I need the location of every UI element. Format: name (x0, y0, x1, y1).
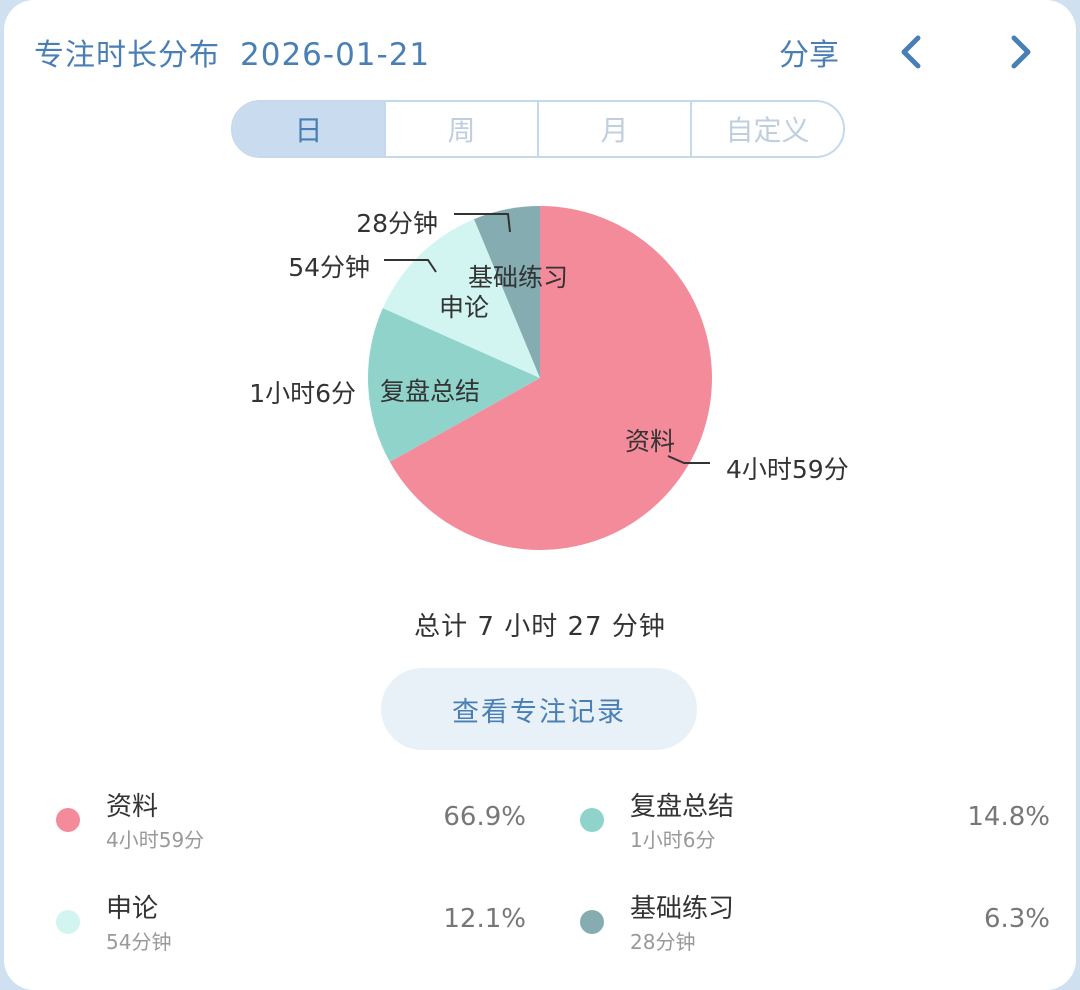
period-tabs: 日 周 月 自定义 (231, 100, 845, 158)
title-text: 专注时长分布 (34, 38, 220, 73)
slice-category-label: 资料 (625, 427, 675, 456)
prev-day-button[interactable] (894, 32, 930, 72)
slice-value-label: 28分钟 (356, 209, 438, 238)
legend-item-jichu: 基础练习 28分钟 6.3% (580, 888, 1050, 954)
pie-slice (389, 206, 712, 550)
next-day-button[interactable] (1002, 32, 1038, 72)
page-title: 专注时长分布 2026-01-21 (34, 30, 430, 74)
slice-leader-line (454, 213, 511, 233)
legend-color-dot (56, 910, 80, 934)
pie-slice (368, 308, 540, 462)
chevron-left-icon (901, 35, 921, 69)
legend-label: 复盘总结 (630, 792, 735, 822)
legend-item-ziliao: 资料 4小时59分 66.9% (56, 786, 526, 852)
total-duration: 总计 7 小时 27 分钟 (414, 612, 666, 642)
legend-item-fupan: 复盘总结 1小时6分 14.8% (580, 786, 1050, 852)
share-button[interactable]: 分享 (779, 38, 839, 73)
chevron-right-icon (1011, 35, 1031, 69)
legend-label: 基础练习 (630, 894, 735, 924)
pie-slice (474, 206, 540, 378)
legend-duration: 28分钟 (630, 930, 696, 954)
tab-month[interactable]: 月 (537, 102, 690, 156)
slice-value-label: 1小时6分 (249, 379, 356, 408)
legend-percent: 66.9% (443, 802, 526, 832)
legend-percent: 14.8% (967, 802, 1050, 832)
legend-color-dot (580, 808, 604, 832)
slice-category-label: 申论 (439, 293, 489, 322)
slice-value-label: 4小时59分 (726, 455, 849, 484)
legend-label: 申论 (106, 894, 159, 924)
view-records-button[interactable]: 查看专注记录 (381, 668, 697, 750)
legend-color-dot (580, 910, 604, 934)
legend-label: 资料 (106, 792, 159, 822)
legend-percent: 6.3% (983, 904, 1050, 934)
slice-leader-line (667, 455, 710, 464)
legend-item-shenlun: 申论 54分钟 12.1% (56, 888, 526, 954)
tab-custom[interactable]: 自定义 (690, 102, 843, 156)
slice-category-label: 复盘总结 (380, 377, 480, 406)
legend-duration: 54分钟 (106, 930, 172, 954)
slice-value-label: 54分钟 (288, 253, 370, 282)
legend-duration: 4小时59分 (106, 828, 205, 852)
legend-percent: 12.1% (443, 904, 526, 934)
date-label: 2026-01-21 (240, 37, 431, 73)
slice-leader-line (384, 259, 437, 273)
legend-duration: 1小时6分 (630, 828, 716, 852)
slice-category-label: 基础练习 (468, 263, 568, 292)
pie-slice (382, 219, 540, 378)
legend-color-dot (56, 808, 80, 832)
tab-day[interactable]: 日 (233, 102, 384, 156)
tab-week[interactable]: 周 (384, 102, 537, 156)
